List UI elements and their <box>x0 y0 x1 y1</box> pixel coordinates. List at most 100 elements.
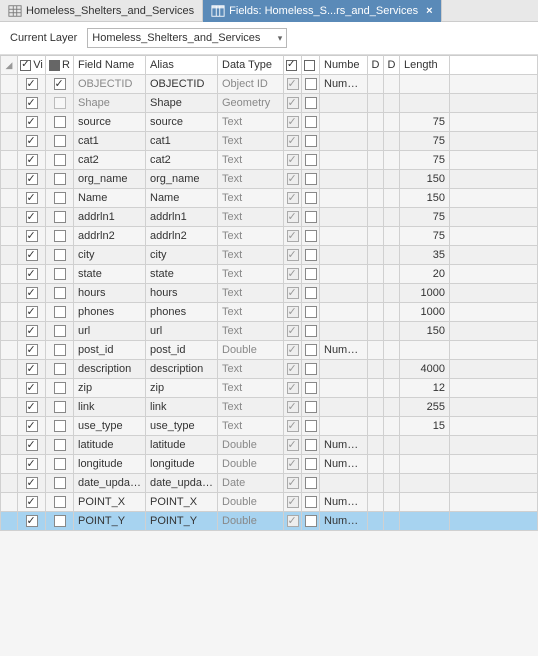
checkbox[interactable] <box>305 116 317 128</box>
col-length[interactable]: Length <box>400 56 450 75</box>
numeric-chk-cell[interactable] <box>302 284 320 303</box>
checkbox[interactable] <box>26 515 38 527</box>
readonly-cell[interactable] <box>46 379 74 398</box>
visible-cell[interactable] <box>18 284 46 303</box>
d2-cell[interactable] <box>384 151 400 170</box>
readonly-cell[interactable] <box>46 265 74 284</box>
data-type-cell[interactable]: Text <box>218 132 284 151</box>
table-row[interactable]: linklinkText255 <box>1 398 538 417</box>
checkbox[interactable] <box>26 458 38 470</box>
readonly-cell[interactable] <box>46 398 74 417</box>
readonly-cell[interactable] <box>46 75 74 94</box>
field-name-cell[interactable]: cat1 <box>74 132 146 151</box>
field-name-cell[interactable]: url <box>74 322 146 341</box>
field-name-cell[interactable]: org_name <box>74 170 146 189</box>
number-format-cell[interactable]: Numeric <box>320 512 368 531</box>
data-type-cell[interactable]: Double <box>218 493 284 512</box>
checkbox[interactable] <box>287 249 299 261</box>
field-name-cell[interactable]: latitude <box>74 436 146 455</box>
data-type-cell[interactable]: Text <box>218 113 284 132</box>
length-cell[interactable]: 15 <box>400 417 450 436</box>
checkbox[interactable] <box>287 496 299 508</box>
numeric-chk-cell[interactable] <box>302 493 320 512</box>
table-row[interactable]: hourshoursText1000 <box>1 284 538 303</box>
checkbox[interactable] <box>54 287 66 299</box>
checkbox[interactable] <box>26 382 38 394</box>
alias-cell[interactable]: phones <box>146 303 218 322</box>
checkbox[interactable] <box>287 401 299 413</box>
d1-cell[interactable] <box>368 398 384 417</box>
field-name-cell[interactable]: POINT_Y <box>74 512 146 531</box>
table-row[interactable]: POINT_XPOINT_XDoubleNumeric <box>1 493 538 512</box>
allow-null-cell[interactable] <box>284 265 302 284</box>
checkbox[interactable] <box>26 78 38 90</box>
d2-cell[interactable] <box>384 512 400 531</box>
checkbox[interactable] <box>54 78 66 90</box>
numeric-chk-cell[interactable] <box>302 303 320 322</box>
readonly-cell[interactable] <box>46 113 74 132</box>
header-readonly-checkbox[interactable] <box>49 60 60 71</box>
number-format-cell[interactable] <box>320 170 368 189</box>
d2-cell[interactable] <box>384 208 400 227</box>
row-handle[interactable] <box>1 455 18 474</box>
checkbox[interactable] <box>26 230 38 242</box>
readonly-cell[interactable] <box>46 284 74 303</box>
readonly-cell[interactable] <box>46 474 74 493</box>
row-handle[interactable] <box>1 341 18 360</box>
row-handle[interactable] <box>1 398 18 417</box>
row-handle[interactable] <box>1 474 18 493</box>
allow-null-cell[interactable] <box>284 227 302 246</box>
number-format-cell[interactable] <box>320 303 368 322</box>
row-handle[interactable] <box>1 360 18 379</box>
readonly-cell[interactable] <box>46 151 74 170</box>
allow-null-cell[interactable] <box>284 208 302 227</box>
checkbox[interactable] <box>54 496 66 508</box>
allow-null-cell[interactable] <box>284 436 302 455</box>
row-handle[interactable] <box>1 303 18 322</box>
visible-cell[interactable] <box>18 246 46 265</box>
checkbox[interactable] <box>287 211 299 223</box>
allow-null-cell[interactable] <box>284 113 302 132</box>
data-type-cell[interactable]: Text <box>218 265 284 284</box>
checkbox[interactable] <box>287 515 299 527</box>
readonly-cell[interactable] <box>46 303 74 322</box>
visible-cell[interactable] <box>18 75 46 94</box>
table-row[interactable]: citycityText35 <box>1 246 538 265</box>
numeric-chk-cell[interactable] <box>302 132 320 151</box>
allow-null-cell[interactable] <box>284 322 302 341</box>
numeric-chk-cell[interactable] <box>302 398 320 417</box>
alias-cell[interactable]: addrln1 <box>146 208 218 227</box>
table-row[interactable]: post_idpost_idDoubleNumeric <box>1 341 538 360</box>
col-field-name[interactable]: Field Name <box>74 56 146 75</box>
table-row[interactable]: POINT_YPOINT_YDoubleNumeric <box>1 512 538 531</box>
length-cell[interactable]: 35 <box>400 246 450 265</box>
visible-cell[interactable] <box>18 113 46 132</box>
visible-cell[interactable] <box>18 303 46 322</box>
field-name-cell[interactable]: link <box>74 398 146 417</box>
data-type-cell[interactable]: Double <box>218 512 284 531</box>
number-format-cell[interactable] <box>320 379 368 398</box>
visible-cell[interactable] <box>18 208 46 227</box>
checkbox[interactable] <box>26 477 38 489</box>
numeric-chk-cell[interactable] <box>302 379 320 398</box>
row-handle[interactable] <box>1 436 18 455</box>
data-type-cell[interactable]: Double <box>218 455 284 474</box>
alias-cell[interactable]: cat2 <box>146 151 218 170</box>
d2-cell[interactable] <box>384 436 400 455</box>
data-type-cell[interactable]: Double <box>218 436 284 455</box>
checkbox[interactable] <box>305 325 317 337</box>
current-layer-select[interactable]: Homeless_Shelters_and_Services ▾ <box>87 28 287 48</box>
d1-cell[interactable] <box>368 284 384 303</box>
visible-cell[interactable] <box>18 493 46 512</box>
readonly-cell[interactable] <box>46 170 74 189</box>
header-numeric-checkbox[interactable] <box>304 60 315 71</box>
data-type-cell[interactable]: Text <box>218 246 284 265</box>
d2-cell[interactable] <box>384 246 400 265</box>
d1-cell[interactable] <box>368 265 384 284</box>
alias-cell[interactable]: zip <box>146 379 218 398</box>
visible-cell[interactable] <box>18 341 46 360</box>
length-cell[interactable]: 150 <box>400 322 450 341</box>
checkbox[interactable] <box>54 401 66 413</box>
d1-cell[interactable] <box>368 303 384 322</box>
visible-cell[interactable] <box>18 379 46 398</box>
